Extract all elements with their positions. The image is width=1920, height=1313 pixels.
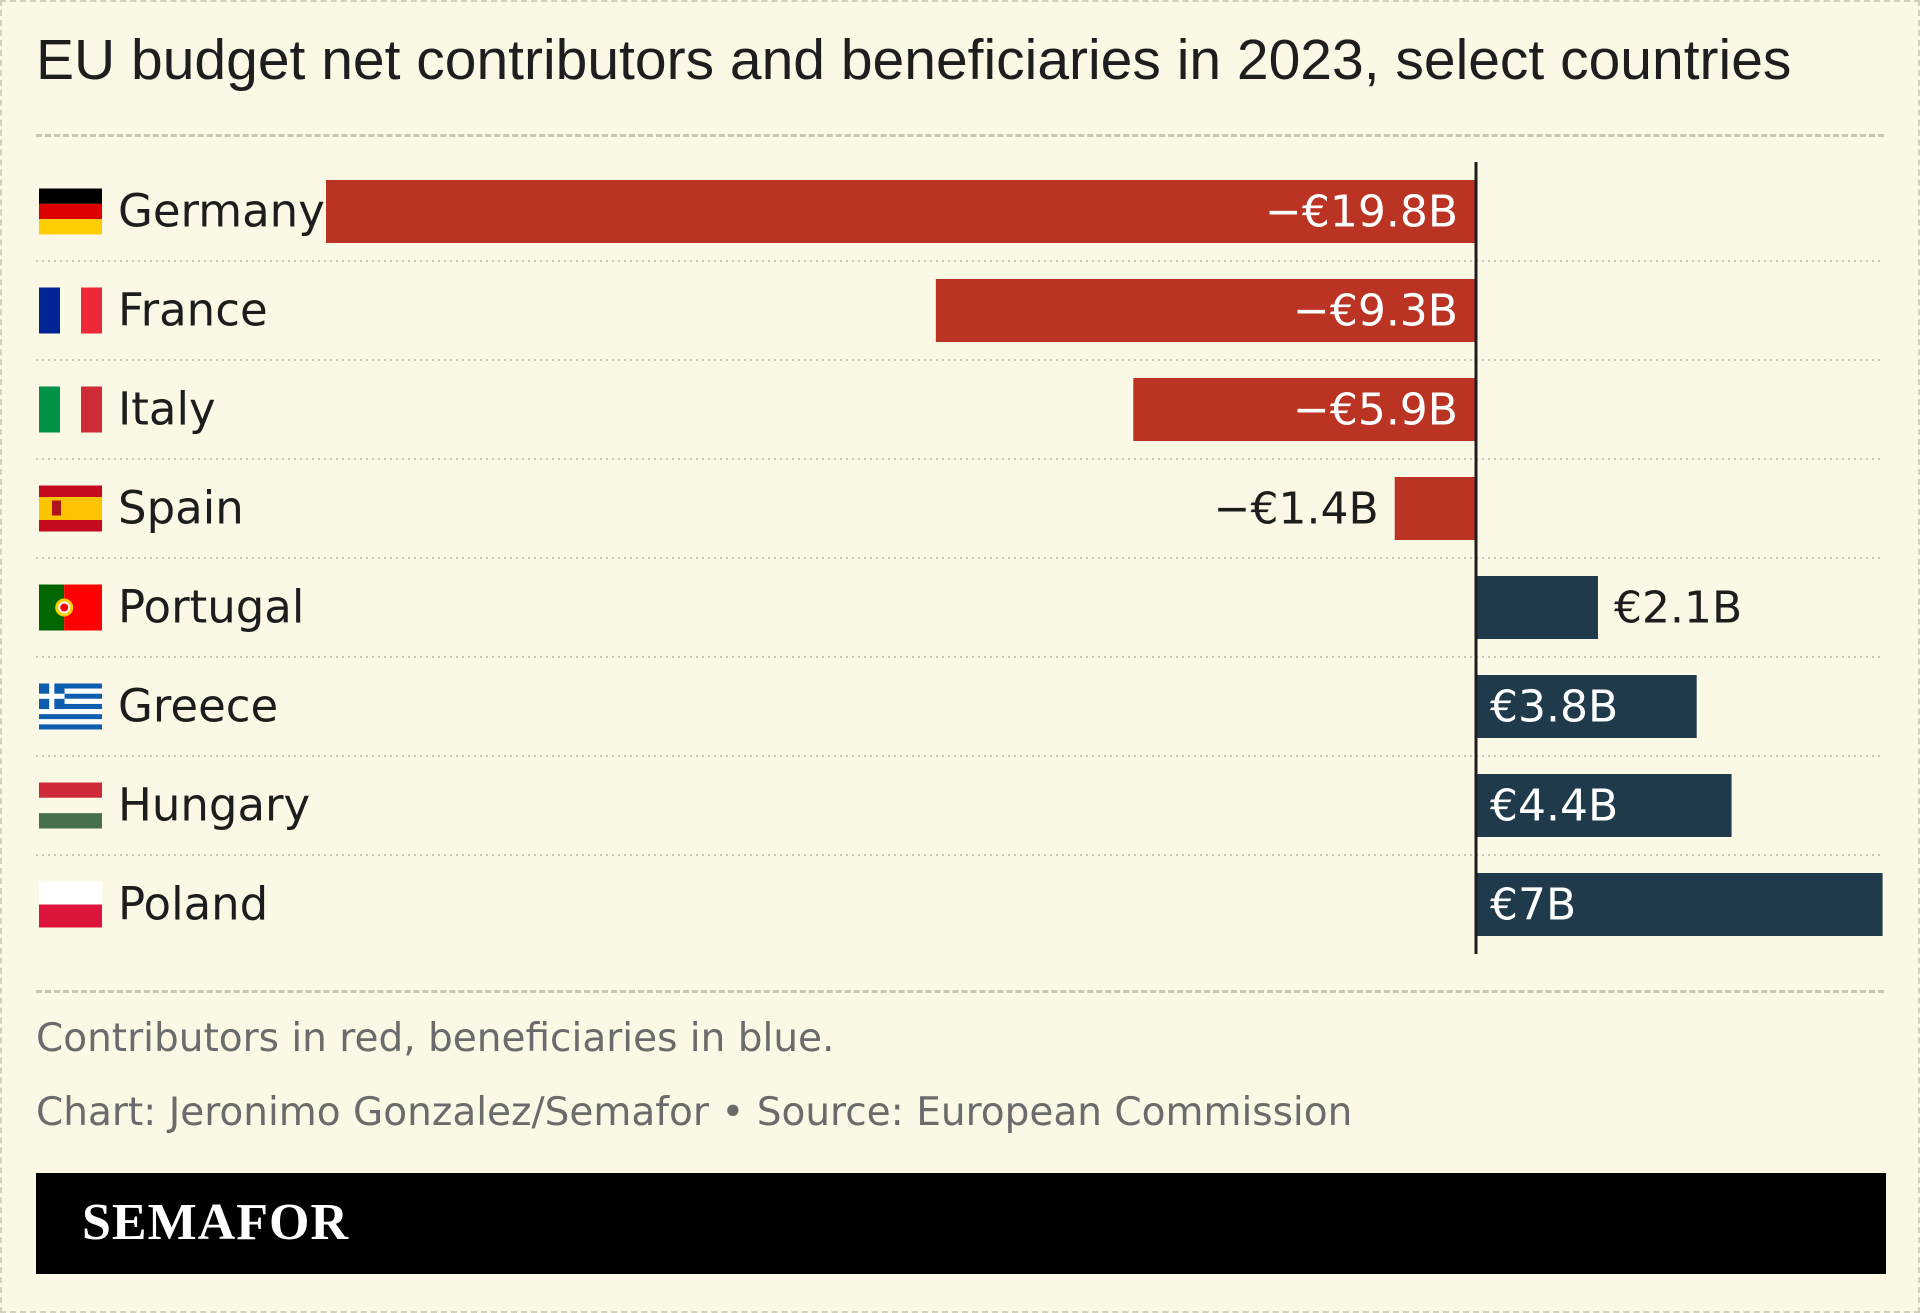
- category-label-italy: Italy: [118, 383, 216, 436]
- credit-note: Chart: Jeronimo Gonzalez/Semafor • Sourc…: [36, 1090, 1353, 1135]
- value-label-france: −€9.3B: [1293, 286, 1458, 337]
- category-label-poland: Poland: [118, 878, 268, 931]
- category-label-greece: Greece: [118, 680, 278, 733]
- value-label-portugal: €2.1B: [1614, 583, 1742, 634]
- italy-flag-icon: [39, 386, 102, 433]
- bar-poland: [1476, 873, 1883, 936]
- notes-divider: [36, 990, 1884, 993]
- bar-germany: [326, 180, 1476, 243]
- title-divider: [36, 134, 1884, 137]
- germany-flag-icon: [39, 188, 102, 235]
- category-label-france: France: [118, 284, 268, 337]
- chart-title: EU budget net contributors and beneficia…: [36, 28, 1792, 92]
- bar-greece: [1476, 675, 1697, 738]
- bar-hungary: [1476, 774, 1732, 837]
- value-label-greece: €3.8B: [1490, 682, 1618, 733]
- greece-flag-icon: [39, 683, 102, 730]
- value-label-germany: −€19.8B: [1265, 187, 1458, 238]
- category-label-portugal: Portugal: [118, 581, 304, 634]
- bar-chart: Germany −€19.8B France −€9.3B Italy −€5.9B Spa…: [36, 162, 1884, 954]
- category-label-hungary: Hungary: [118, 779, 310, 832]
- value-label-spain: −€1.4B: [1214, 484, 1379, 535]
- category-label-germany: Germany: [118, 185, 325, 238]
- category-label-spain: Spain: [118, 482, 244, 535]
- portugal-flag-icon: [39, 584, 102, 631]
- bar-spain: [1394, 477, 1476, 540]
- hungary-flag-icon: [39, 782, 102, 829]
- bar-italy: [1133, 378, 1476, 441]
- bar-france: [935, 279, 1476, 342]
- france-flag-icon: [39, 287, 102, 334]
- spain-flag-icon: [39, 485, 102, 532]
- value-label-poland: €7B: [1490, 880, 1576, 931]
- brand-bar: SEMAFOR: [36, 1173, 1886, 1274]
- value-label-hungary: €4.4B: [1490, 781, 1618, 832]
- bar-portugal: [1476, 576, 1598, 639]
- poland-flag-icon: [39, 881, 102, 928]
- brand-logo: SEMAFOR: [82, 1194, 349, 1251]
- legend-note: Contributors in red, beneficiaries in bl…: [36, 1016, 835, 1061]
- value-label-italy: −€5.9B: [1293, 385, 1458, 436]
